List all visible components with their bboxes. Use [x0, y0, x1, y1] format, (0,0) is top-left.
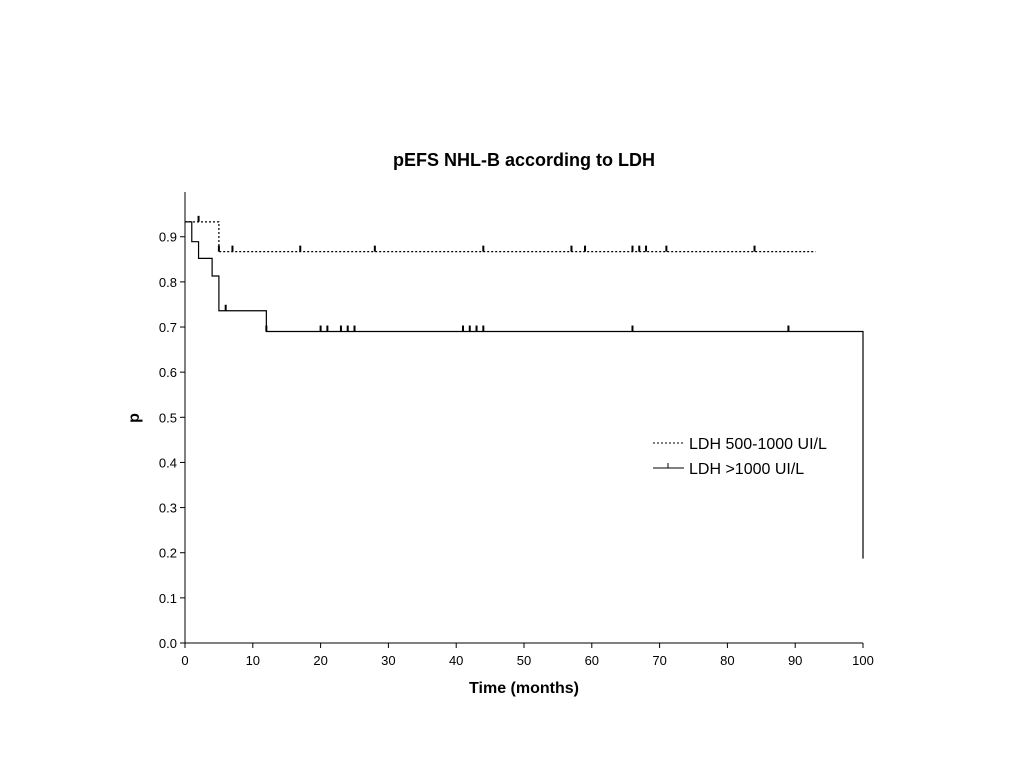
series-line-1 [185, 221, 864, 559]
x-tick-label: 30 [381, 653, 395, 668]
y-tick-label: 0.5 [159, 410, 177, 425]
legend: LDH 500-1000 UI/L LDH >1000 UI/L [653, 436, 827, 478]
y-tick-label: 0.4 [159, 455, 177, 470]
x-tick-label: 80 [720, 653, 734, 668]
axes [184, 192, 863, 644]
x-tick-label: 40 [449, 653, 463, 668]
x-tick-label: 10 [246, 653, 260, 668]
y-tick-label: 0.2 [159, 546, 177, 561]
x-tick-label: 70 [652, 653, 666, 668]
x-tick-label: 90 [788, 653, 802, 668]
y-tick-label: 0.8 [159, 275, 177, 290]
x-ticks: 0 10 20 30 40 50 60 70 80 90 100 [181, 643, 874, 668]
legend-label-ldh-500-1000: LDH 500-1000 UI/L [689, 436, 827, 453]
chart-title: pEFS NHL-B according to LDH [393, 150, 655, 170]
legend-label-ldh-over-1000: LDH >1000 UI/L [689, 461, 804, 478]
x-tick-label: 20 [313, 653, 327, 668]
y-axis-label: p [126, 413, 143, 423]
y-tick-label: 0.6 [159, 365, 177, 380]
y-tick-label: 0.7 [159, 320, 177, 335]
x-tick-label: 50 [517, 653, 531, 668]
x-axis-label: Time (months) [469, 680, 579, 697]
y-tick-label: 0.0 [159, 636, 177, 651]
x-tick-label: 60 [585, 653, 599, 668]
series-layer [185, 215, 864, 559]
y-tick-label: 0.9 [159, 230, 177, 245]
y-tick-label: 0.1 [159, 591, 177, 606]
x-tick-label: 100 [852, 653, 874, 668]
y-ticks: 0.0 0.1 0.2 0.3 0.4 0.5 0.6 0.7 0.8 0.9 [159, 230, 185, 651]
y-tick-label: 0.3 [159, 501, 177, 516]
series-line-0 [185, 221, 816, 253]
x-tick-label: 0 [181, 653, 188, 668]
